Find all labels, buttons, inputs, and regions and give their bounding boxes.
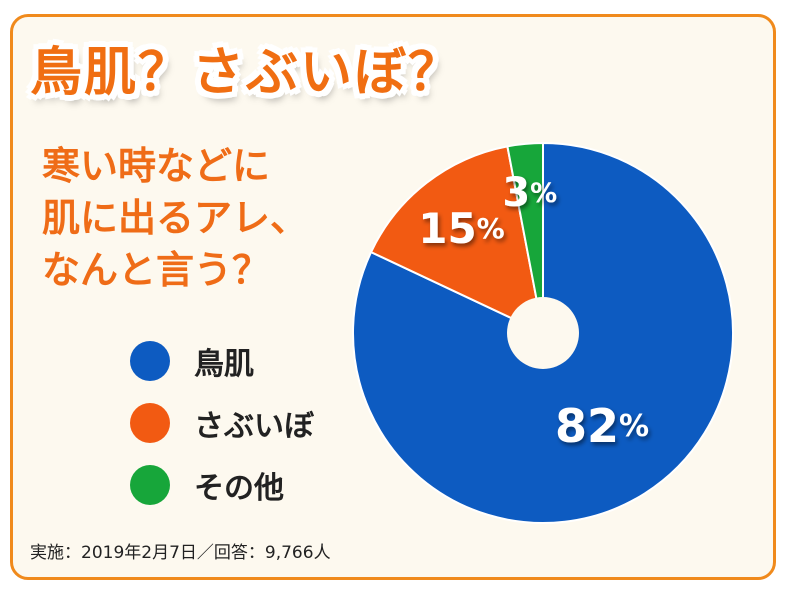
survey-footnote: 実施：2019年2月7日／回答：9,766人 <box>30 543 331 563</box>
legend-swatch-torihada <box>130 341 170 381</box>
legend-label-sabuibo: さぶいぼ <box>194 409 314 444</box>
question-line-2: 肌に出るアレ、 <box>42 196 309 240</box>
survey-question: 寒い時などに 肌に出るアレ、 なんと言う？ <box>42 140 342 296</box>
page-title: 鳥肌？さぶいぼ？ <box>30 43 463 103</box>
legend-label-other: その他 <box>194 471 284 506</box>
donut-chart: 82% 15%3% <box>352 141 734 524</box>
legend-item-other: その他 <box>130 454 314 516</box>
question-line-3: なんと言う？ <box>42 248 271 292</box>
slice-sabuibo <box>369 145 545 335</box>
slice-label-other: 3% <box>502 170 557 216</box>
legend-swatch-sabuibo <box>130 403 170 443</box>
question-line-1: 寒い時などに <box>42 144 271 188</box>
chart-slice-labels: 82% 15%3% <box>418 170 649 453</box>
legend-label-torihada: 鳥肌 <box>194 347 254 382</box>
slice-other <box>506 141 544 334</box>
slice-label-torihada: 82% <box>555 399 649 453</box>
legend-swatch-other <box>130 465 170 505</box>
slice-label-sabuibo: 15% <box>418 203 505 252</box>
donut-hole <box>507 297 579 369</box>
chart-legend: 鳥肌 さぶいぼ その他 <box>130 330 314 516</box>
legend-item-torihada: 鳥肌 <box>130 330 314 392</box>
legend-item-sabuibo: さぶいぼ <box>130 392 314 454</box>
